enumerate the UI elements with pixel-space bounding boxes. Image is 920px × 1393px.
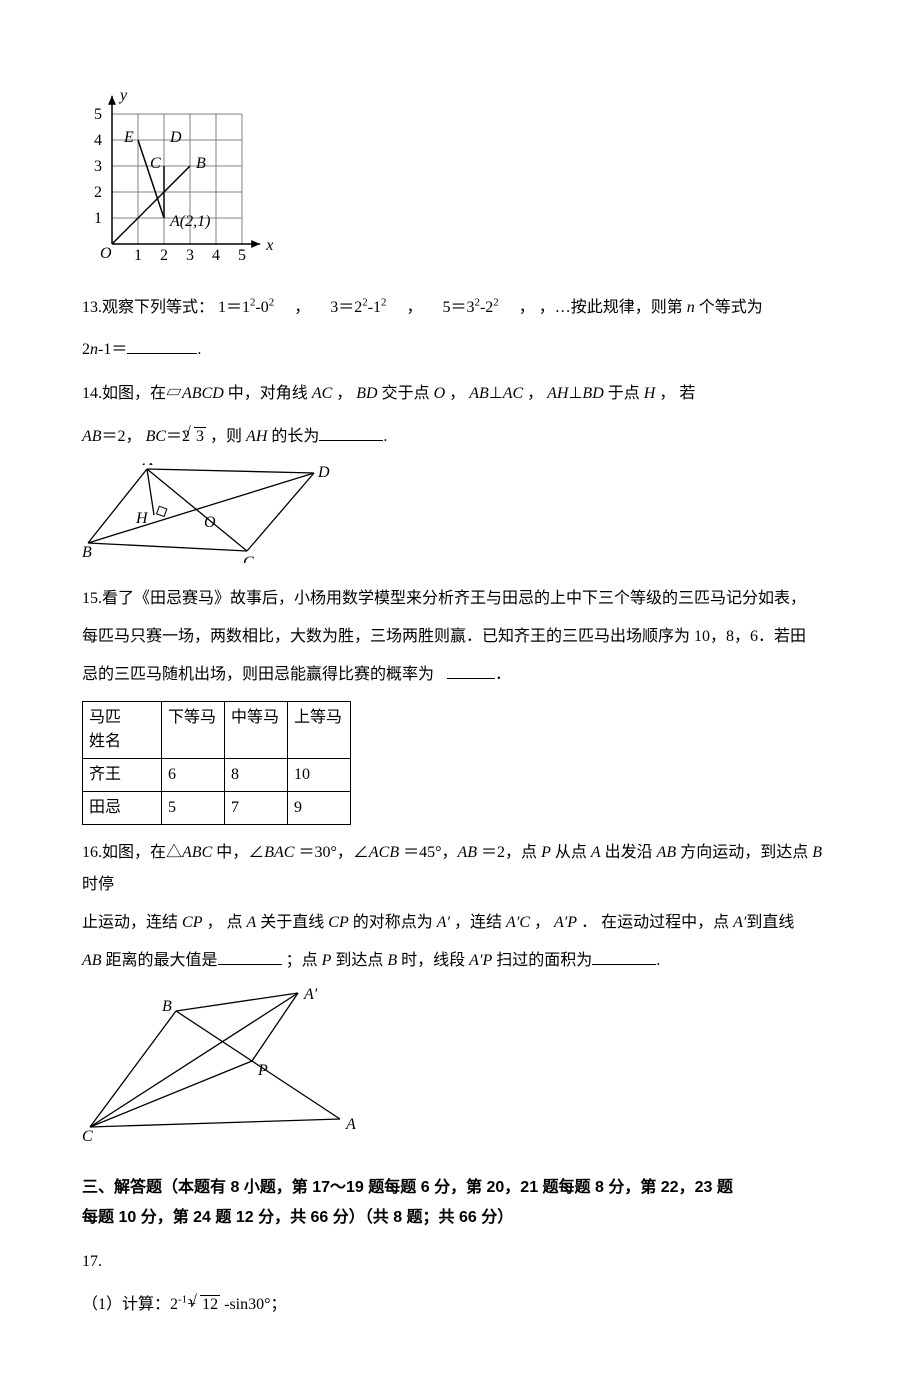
table-row: 田忌 5 7 9 xyxy=(83,792,351,825)
svg-text:C: C xyxy=(243,554,254,563)
svg-text:A′: A′ xyxy=(303,987,318,1003)
table-cell: 齐王 xyxy=(83,759,162,792)
svg-text:A(2,1): A(2,1) xyxy=(169,213,210,230)
q13-prefix: 13.观察下列等式： xyxy=(82,299,214,316)
q13-n: n xyxy=(687,299,695,316)
q17-number: 17. xyxy=(82,1246,838,1278)
q16-blank2 xyxy=(592,948,656,965)
q13-eq1: 1＝12-02 xyxy=(218,299,274,316)
table-header-cell: 中等马 xyxy=(225,702,288,759)
svg-text:5: 5 xyxy=(238,247,246,264)
q14-line2: AB＝2， BC＝23，则 AH 的长为. xyxy=(82,420,838,453)
q15-table: 马匹 姓名 下等马 中等马 上等马 齐王 6 8 10 田忌 5 7 9 xyxy=(82,701,351,825)
q17-part1: （1）计算：2-1+12-sin30°； xyxy=(82,1288,838,1321)
q14-blank xyxy=(319,424,383,441)
svg-text:1: 1 xyxy=(94,210,102,227)
svg-text:H: H xyxy=(135,510,149,527)
table-cell: 8 xyxy=(225,759,288,792)
table-header-cell: 马匹 姓名 xyxy=(83,702,162,759)
svg-text:3: 3 xyxy=(94,158,102,175)
svg-text:y: y xyxy=(118,87,128,104)
q16-line3: AB 距离的最大值是 ；点 P 到达点 B 时，线段 A′P 扫过的面积为. xyxy=(82,945,838,977)
svg-text:3: 3 xyxy=(186,247,194,264)
svg-text:B: B xyxy=(196,155,206,172)
svg-text:B: B xyxy=(82,544,92,561)
grid-svg: 1 2 3 4 5 1 2 3 4 5 Ox y A(2,1) B CD E xyxy=(82,84,302,274)
q13-eq2: 3＝22-12 xyxy=(330,299,386,316)
q13-line2: 2n-1＝. xyxy=(82,334,838,366)
q13-tail2: 个等式为 xyxy=(699,299,763,316)
q13-line1: 13.观察下列等式： 1＝12-02 ， 3＝22-12 ， 5＝32-22 ，… xyxy=(82,292,838,324)
q13-blank xyxy=(127,337,197,354)
svg-text:O: O xyxy=(204,514,216,531)
table-cell: 9 xyxy=(288,792,351,825)
svg-text:5: 5 xyxy=(94,106,102,123)
table-cell: 6 xyxy=(162,759,225,792)
svg-text:A: A xyxy=(345,1116,356,1133)
table-row: 齐王 6 8 10 xyxy=(83,759,351,792)
svg-text:D: D xyxy=(169,129,182,146)
q13-eq3: 5＝32-22 xyxy=(442,299,498,316)
table-header-cell: 上等马 xyxy=(288,702,351,759)
svg-text:A: A xyxy=(142,463,153,469)
svg-text:x: x xyxy=(265,237,273,254)
svg-text:2: 2 xyxy=(160,247,168,264)
q15-line3: 忌的三匹马随机出场，则田忌能赢得比赛的概率为 ． xyxy=(82,659,838,691)
parallelogram-svg: A B C D O H xyxy=(82,463,332,563)
table-cell: 5 xyxy=(162,792,225,825)
q15-line2: 每匹马只赛一场，两数相比，大数为胜，三场两胜则赢．已知齐王的三匹马出场顺序为 1… xyxy=(82,621,838,653)
q16-line1: 16.如图，在△ABC 中，∠BAC ＝30°，∠ACB ＝45°，AB ＝2，… xyxy=(82,837,838,901)
q16-blank1 xyxy=(218,948,282,965)
svg-text:4: 4 xyxy=(94,132,102,149)
svg-text:E: E xyxy=(123,129,134,146)
q15-line1: 15.看了《田忌赛马》故事后，小杨用数学模型来分析齐王与田忌的上中下三个等级的三… xyxy=(82,583,838,615)
q12-grid-figure: 1 2 3 4 5 1 2 3 4 5 Ox y A(2,1) B CD E xyxy=(82,84,838,282)
table-cell: 7 xyxy=(225,792,288,825)
q15-blank xyxy=(447,662,495,679)
q14-figure: A B C D O H xyxy=(82,463,838,571)
section3-title: 三、解答题（本题有 8 小题，第 17～19 题每题 6 分，第 20，21 题… xyxy=(82,1173,838,1234)
table-cell: 田忌 xyxy=(83,792,162,825)
table-header-cell: 下等马 xyxy=(162,702,225,759)
table-cell: 10 xyxy=(288,759,351,792)
sqrt12-icon: 12 xyxy=(198,1288,224,1321)
svg-text:P: P xyxy=(257,1062,268,1079)
q16-line2: 止运动，连结 CP ， 点 A 关于直线 CP 的对称点为 A′ ，连结 A′C… xyxy=(82,907,838,939)
svg-text:4: 4 xyxy=(212,247,220,264)
svg-text:C: C xyxy=(150,155,161,172)
q14-line1: 14.如图，在▱ABCD 中，对角线 AC ， BD 交于点 O ， AB⊥AC… xyxy=(82,378,838,410)
svg-text:B: B xyxy=(162,998,172,1015)
svg-text:C: C xyxy=(82,1128,93,1145)
table-header-row: 马匹 姓名 下等马 中等马 上等马 xyxy=(83,702,351,759)
svg-text:O: O xyxy=(100,245,112,262)
svg-text:1: 1 xyxy=(134,247,142,264)
svg-text:2: 2 xyxy=(94,184,102,201)
triangle-svg: C A B P A′ xyxy=(82,987,362,1147)
q13-tail1: ，…按此规律，则第 xyxy=(539,299,687,316)
blank-hint-icon xyxy=(434,669,447,679)
sqrt3-icon: 3 xyxy=(192,420,210,453)
q16-figure: C A B P A′ xyxy=(82,987,838,1155)
svg-text:D: D xyxy=(317,464,330,481)
